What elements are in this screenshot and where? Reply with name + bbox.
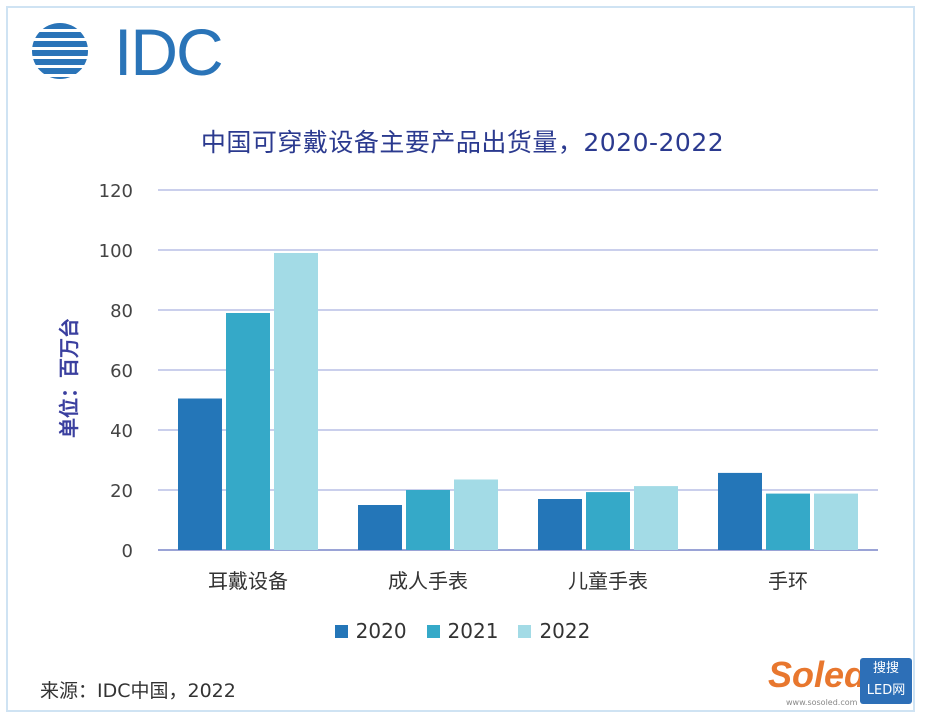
chart-frame <box>6 6 915 712</box>
bar <box>814 493 858 550</box>
legend-item-2022: 2022 <box>518 619 590 643</box>
globe-icon <box>32 23 88 79</box>
chart-title: 中国可穿戴设备主要产品出货量，2020-2022 <box>200 128 725 157</box>
source-note: 来源：IDC中国，2022 <box>40 680 236 702</box>
watermark-badge-bottom: LED网 <box>866 683 906 698</box>
legend-swatch-2020 <box>334 624 348 638</box>
watermark-url: www.sosoled.com <box>786 698 858 707</box>
y-tick-label: 100 <box>99 241 133 262</box>
y-tick-label: 20 <box>110 481 133 502</box>
bar <box>226 313 270 550</box>
idc-logo: IDC <box>28 15 224 89</box>
bar <box>406 490 450 550</box>
bar <box>634 486 678 550</box>
x-tick-label: 成人手表 <box>388 569 468 593</box>
y-tick-label: 40 <box>110 421 133 442</box>
bar <box>454 479 498 550</box>
y-tick-label: 0 <box>122 541 133 562</box>
watermark-badge: 搜搜 LED网 <box>860 658 912 704</box>
x-tick-label: 儿童手表 <box>568 569 648 593</box>
y-tick-label: 60 <box>110 361 133 382</box>
logo-text: IDC <box>114 15 224 89</box>
y-tick-label: 80 <box>110 301 133 322</box>
legend-item-2021: 2021 <box>426 619 499 643</box>
legend-label-2020: 2020 <box>355 619 407 643</box>
bar <box>766 493 810 550</box>
bar <box>538 499 582 550</box>
bar <box>718 472 762 550</box>
chart-legend: 2020 2021 2022 <box>0 619 925 643</box>
legend-swatch-2021 <box>426 624 440 638</box>
watermark-brand: Soled <box>768 654 867 695</box>
watermark-logo: Soled 搜搜 LED网 www.sosoled.com <box>768 654 918 710</box>
bar <box>178 398 222 550</box>
legend-item-2020: 2020 <box>334 619 407 643</box>
watermark-badge-top: 搜搜 <box>872 661 899 676</box>
x-tick-label: 耳戴设备 <box>208 569 288 593</box>
legend-label-2021: 2021 <box>447 619 499 643</box>
bar <box>274 253 318 550</box>
y-tick-label: 120 <box>99 181 133 202</box>
bar <box>586 492 630 550</box>
legend-swatch-2022 <box>518 624 532 638</box>
x-tick-label: 手环 <box>768 569 808 593</box>
bar <box>358 505 402 550</box>
legend-label-2022: 2022 <box>539 619 591 643</box>
